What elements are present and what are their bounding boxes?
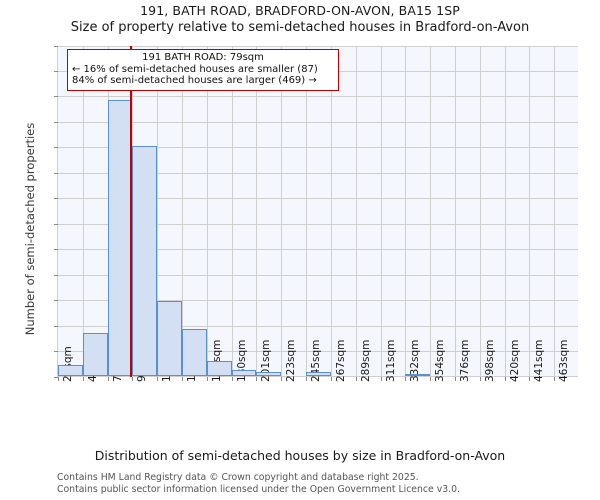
x-tick-label: 376sqm: [458, 339, 471, 382]
y-gridline: [58, 274, 578, 276]
x-tick-mark: [256, 377, 258, 381]
x-gridline: [529, 46, 531, 376]
x-tick-label: 267sqm: [334, 339, 347, 382]
annotation-line-2: ← 16% of semi-detached houses are smalle…: [72, 63, 318, 75]
x-gridline: [454, 46, 456, 376]
y-gridline: [58, 147, 578, 149]
x-tick-mark: [504, 377, 506, 381]
x-tick-mark: [231, 377, 233, 381]
histogram-bar: [157, 300, 183, 376]
histogram-bar: [182, 328, 207, 376]
y-tick-mark: [54, 172, 58, 174]
y-tick-mark: [54, 121, 58, 123]
x-tick-label: 441sqm: [533, 339, 546, 382]
property-annotation-box: 191 BATH ROAD: 79sqm ← 16% of semi-detac…: [67, 49, 339, 91]
y-tick-mark: [54, 223, 58, 225]
x-tick-label: 354sqm: [434, 339, 447, 382]
y-tick-mark: [54, 325, 58, 327]
x-tick-mark: [380, 377, 382, 381]
x-tick-label: 398sqm: [483, 339, 496, 382]
x-gridline: [504, 46, 506, 376]
x-gridline: [256, 46, 258, 376]
y-tick-mark: [54, 249, 58, 251]
annotation-line-1: 191 BATH ROAD: 79sqm: [142, 52, 264, 63]
y-tick-mark: [54, 351, 58, 353]
x-tick-mark: [479, 377, 481, 381]
x-tick-mark: [306, 377, 308, 381]
x-tick-mark: [132, 377, 134, 381]
y-gridline: [58, 96, 578, 98]
x-tick-label: 311sqm: [384, 339, 397, 382]
x-gridline: [479, 46, 481, 376]
x-tick-mark: [529, 377, 531, 381]
histogram-bar: [405, 374, 431, 376]
y-tick-mark: [54, 45, 58, 47]
y-tick-mark: [54, 198, 58, 200]
y-tick-mark: [54, 96, 58, 98]
page-title: 191, BATH ROAD, BRADFORD-ON-AVON, BA15 1…: [140, 3, 460, 18]
y-tick-mark: [54, 274, 58, 276]
x-tick-mark: [430, 377, 432, 381]
x-tick-mark: [206, 377, 208, 381]
x-gridline: [157, 46, 159, 376]
footer-attribution: Contains HM Land Registry data © Crown c…: [57, 472, 597, 495]
property-marker-line: [129, 46, 132, 377]
x-gridline: [231, 46, 233, 376]
y-gridline: [58, 45, 578, 47]
page-subtitle: Size of property relative to semi-detach…: [70, 20, 530, 35]
x-tick-mark: [58, 377, 59, 381]
annotation-line-3: 84% of semi-detached houses are larger (…: [72, 75, 317, 87]
y-gridline: [58, 351, 578, 353]
y-gridline: [58, 223, 578, 225]
x-tick-mark: [454, 377, 456, 381]
y-gridline: [58, 121, 578, 123]
y-gridline: [58, 172, 578, 174]
x-tick-mark: [157, 377, 159, 381]
x-gridline: [430, 46, 432, 376]
y-gridline: [58, 249, 578, 251]
histogram-bar: [256, 372, 282, 376]
y-tick-mark: [54, 70, 58, 72]
x-gridline: [206, 46, 208, 376]
x-tick-mark: [405, 377, 407, 381]
x-gridline: [281, 46, 283, 376]
histogram-bar: [306, 372, 331, 376]
footer-line-2: Contains public sector information licen…: [57, 483, 460, 495]
histogram-bar: [58, 364, 83, 376]
x-gridline: [554, 46, 556, 376]
x-tick-label: 463sqm: [558, 339, 571, 382]
y-tick-mark: [54, 300, 58, 302]
x-tick-label: 420sqm: [508, 339, 521, 382]
y-gridline: [58, 300, 578, 302]
y-gridline: [58, 325, 578, 327]
chart-plot-area: 191 BATH ROAD: 79sqm ← 16% of semi-detac…: [54, 45, 578, 382]
histogram-bar: [231, 369, 257, 376]
x-tick-mark: [330, 377, 332, 381]
histogram-bar: [206, 360, 232, 376]
x-tick-mark: [355, 377, 357, 381]
x-tick-label: 223sqm: [285, 339, 298, 382]
x-gridline: [380, 46, 382, 376]
x-tick-mark: [107, 377, 109, 381]
y-gridline: [58, 198, 578, 200]
x-axis-label: Distribution of semi-detached houses by …: [94, 448, 506, 463]
y-tick-mark: [54, 376, 58, 378]
footer-line-1: Contains HM Land Registry data © Crown c…: [57, 472, 419, 483]
histogram-bar: [132, 145, 158, 376]
x-gridline: [82, 46, 84, 376]
x-gridline: [306, 46, 308, 376]
x-tick-mark: [281, 377, 283, 381]
x-gridline: [330, 46, 332, 376]
x-gridline: [355, 46, 357, 376]
x-tick-mark: [554, 377, 556, 381]
histogram-bar: [107, 99, 133, 376]
x-tick-label: 289sqm: [359, 339, 372, 382]
x-gridline: [405, 46, 407, 376]
x-tick-mark: [182, 377, 184, 381]
x-gridline: [182, 46, 184, 376]
y-tick-mark: [54, 147, 58, 149]
y-axis-label: Number of semi-detached properties: [23, 122, 37, 336]
x-tick-mark: [82, 377, 84, 381]
histogram-bar: [82, 332, 108, 376]
